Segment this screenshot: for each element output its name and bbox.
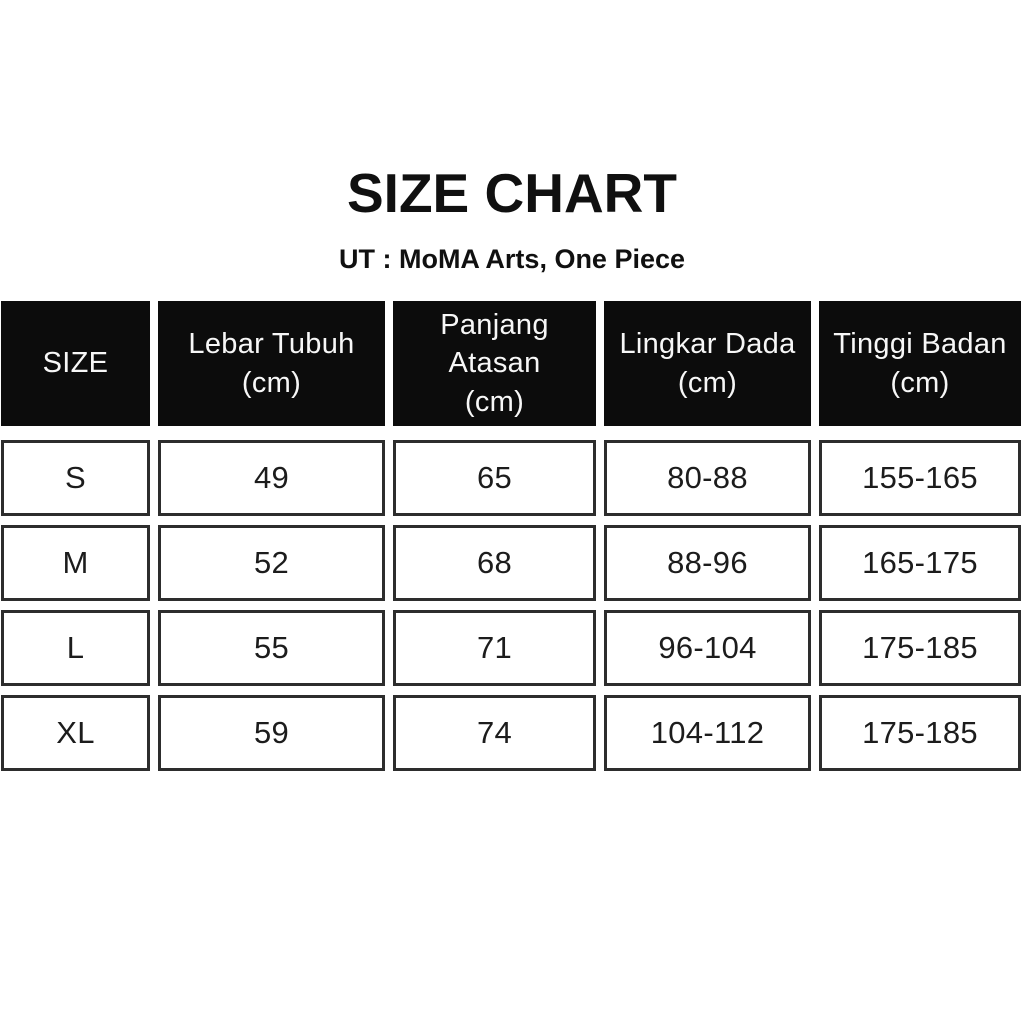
table-cell: 96-104 xyxy=(604,610,811,686)
row-label: XL xyxy=(1,695,150,771)
row-label: S xyxy=(1,440,150,516)
table-cell: 65 xyxy=(393,440,596,516)
column-header-2: Panjang Atasan (cm) xyxy=(393,301,596,426)
table-cell: 68 xyxy=(393,525,596,601)
column-header-0: SIZE xyxy=(1,301,150,426)
table-cell: 165-175 xyxy=(819,525,1021,601)
table-cell: 155-165 xyxy=(819,440,1021,516)
table-cell: 49 xyxy=(158,440,385,516)
column-header-4: Tinggi Badan (cm) xyxy=(819,301,1021,426)
page-subtitle: UT : MoMA Arts, One Piece xyxy=(338,244,686,274)
page-title: SIZE CHART xyxy=(347,162,677,224)
table-cell: 59 xyxy=(158,695,385,771)
column-header-1: Lebar Tubuh (cm) xyxy=(158,301,385,426)
table-cell: 175-185 xyxy=(819,695,1021,771)
column-header-3: Lingkar Dada (cm) xyxy=(604,301,811,426)
table-cell: 80-88 xyxy=(604,440,811,516)
row-label: L xyxy=(1,610,150,686)
table-cell: 52 xyxy=(158,525,385,601)
table-cell: 104-112 xyxy=(604,695,811,771)
row-label: M xyxy=(1,525,150,601)
table-cell: 55 xyxy=(158,610,385,686)
table-cell: 74 xyxy=(393,695,596,771)
table-cell: 88-96 xyxy=(604,525,811,601)
table-cell: 71 xyxy=(393,610,596,686)
size-table: SIZE Lebar Tubuh (cm) Panjang Atasan (cm) L… xyxy=(1,301,1021,771)
table-cell: 175-185 xyxy=(819,610,1021,686)
